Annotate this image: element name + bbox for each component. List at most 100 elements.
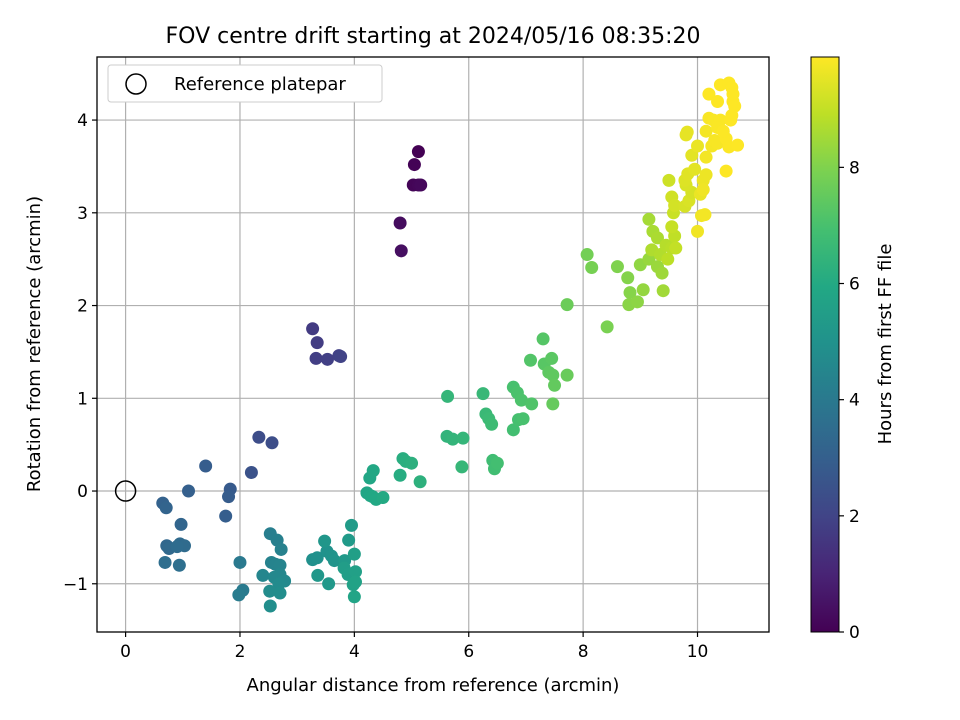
data-point <box>524 353 538 367</box>
data-point <box>655 266 669 280</box>
data-point <box>699 150 713 164</box>
data-point <box>393 216 407 230</box>
reference-platepar-marker <box>114 480 137 502</box>
plot-area-frame <box>96 56 770 633</box>
data-point <box>306 322 320 336</box>
data-point <box>394 244 408 258</box>
x-tick-label: 2 <box>235 642 246 662</box>
data-point <box>680 125 694 139</box>
colorbar-label: Hours from first FF file <box>875 244 896 445</box>
y-tick-label: 1 <box>77 389 88 409</box>
colorbar-tick-label: 6 <box>849 275 860 295</box>
data-point <box>265 436 279 450</box>
data-point <box>414 178 428 192</box>
data-point <box>311 568 325 582</box>
legend: Reference platepar <box>107 64 383 103</box>
data-point <box>546 397 560 411</box>
grid-lines <box>97 57 769 632</box>
legend-box <box>107 64 383 103</box>
data-point <box>514 393 528 407</box>
data-point <box>691 224 705 238</box>
data-point <box>334 350 348 364</box>
data-point <box>159 501 173 515</box>
data-point <box>347 590 361 604</box>
data-point <box>490 456 504 470</box>
data-point <box>456 431 470 445</box>
data-point <box>665 220 679 234</box>
data-point <box>516 412 530 426</box>
data-point <box>441 389 455 403</box>
data-point <box>685 148 699 162</box>
data-point <box>702 87 716 101</box>
data-point <box>219 509 233 523</box>
data-point <box>407 158 421 172</box>
data-point <box>716 124 730 138</box>
x-axis-ticks: 0 2 4 6 8 10 <box>120 632 708 662</box>
data-point <box>691 139 705 153</box>
data-point <box>446 432 460 446</box>
data-point <box>621 271 635 285</box>
data-point <box>349 565 363 579</box>
data-point <box>252 430 266 444</box>
data-point <box>728 99 742 113</box>
data-point <box>656 284 670 298</box>
data-point <box>506 423 520 437</box>
y-axis-ticks: −1 0 1 2 3 4 <box>63 111 97 595</box>
data-point <box>182 484 196 498</box>
data-point <box>669 241 683 255</box>
data-point <box>366 464 380 478</box>
data-point <box>158 555 172 569</box>
data-point <box>273 586 287 600</box>
data-point <box>310 551 324 565</box>
data-point <box>636 283 650 297</box>
colorbar-tick-label: 8 <box>849 158 860 178</box>
x-axis-label: Angular distance from reference (arcmin) <box>247 675 620 696</box>
colorbar-tick-label: 4 <box>849 391 860 411</box>
data-point <box>455 460 469 474</box>
data-point <box>327 554 341 568</box>
data-point <box>393 468 407 482</box>
data-point <box>560 298 574 312</box>
data-point <box>345 518 359 532</box>
x-tick-label: 6 <box>463 642 474 662</box>
data-point <box>630 295 644 309</box>
data-point <box>320 352 334 366</box>
y-tick-label: 0 <box>77 482 88 502</box>
data-point <box>170 540 184 554</box>
data-point <box>731 138 745 152</box>
data-point <box>699 124 713 138</box>
data-point <box>274 542 288 556</box>
data-point <box>273 558 287 572</box>
x-tick-label: 8 <box>578 642 589 662</box>
colorbar <box>810 56 840 633</box>
data-point <box>662 173 676 187</box>
y-tick-label: 2 <box>77 297 88 317</box>
y-tick-label: 4 <box>77 111 88 131</box>
data-point <box>623 286 637 300</box>
data-point <box>548 378 562 392</box>
colorbar-tick-label: 2 <box>849 507 860 527</box>
data-point <box>668 198 682 212</box>
data-point <box>263 584 277 598</box>
data-point <box>696 183 710 197</box>
legend-reference-marker <box>125 73 147 95</box>
data-point <box>309 351 323 365</box>
x-tick-label: 0 <box>120 642 131 662</box>
colorbar-ticks: 0 2 4 6 8 <box>839 158 860 643</box>
data-point <box>726 87 740 101</box>
colorbar-tick-label: 0 <box>849 623 860 643</box>
data-points <box>156 76 745 613</box>
data-point <box>650 231 664 245</box>
data-point <box>642 212 656 226</box>
data-point <box>349 575 363 589</box>
data-point <box>322 577 336 591</box>
x-tick-label: 4 <box>349 642 360 662</box>
data-point <box>699 168 713 182</box>
data-point <box>199 459 213 473</box>
data-point <box>347 547 361 561</box>
y-tick-label: 3 <box>77 204 88 224</box>
data-point <box>233 555 247 569</box>
data-point <box>342 533 356 547</box>
data-point <box>318 534 332 548</box>
